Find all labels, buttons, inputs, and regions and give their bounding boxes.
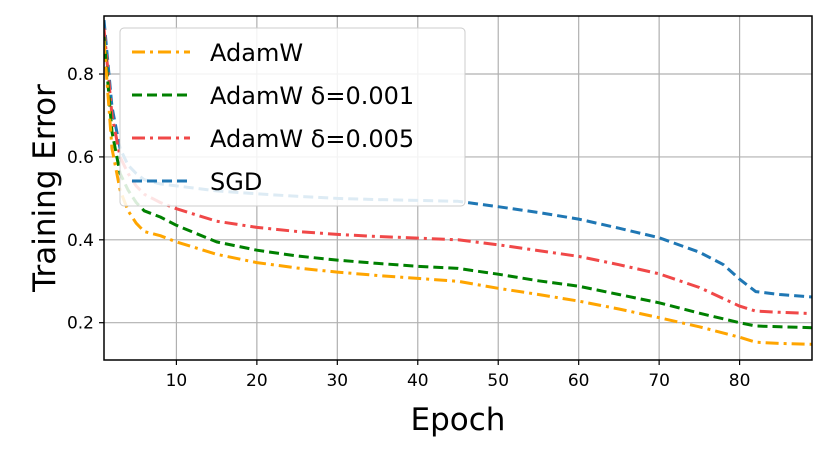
series-line-adamw	[104, 40, 812, 346]
legend-label-adamw-0005: AdamW δ=0.005	[210, 125, 414, 153]
y-tick-label: 0.4	[67, 231, 94, 251]
y-tick-label: 0.6	[67, 148, 94, 168]
x-tick-label: 70	[648, 371, 670, 391]
legend: AdamW AdamW δ=0.001 AdamW δ=0.005 SGD	[119, 27, 466, 207]
x-tick-label: 80	[729, 371, 751, 391]
plot-frame	[103, 15, 813, 361]
legend-label-sgd: SGD	[210, 168, 262, 196]
legend-label-adamw-0001: AdamW δ=0.001	[210, 82, 414, 110]
y-axis-label: Training Error	[27, 84, 63, 293]
legend-entry-adamw: AdamW	[132, 39, 303, 67]
x-axis-label: Epoch	[411, 402, 506, 438]
legend-entry-adamw-0005: AdamW δ=0.005	[132, 125, 414, 153]
y-tick-label: 0.2	[67, 314, 94, 334]
x-tick-label: 60	[568, 371, 590, 391]
legend-entry-adamw-0001: AdamW δ=0.001	[132, 82, 414, 110]
y-tick-label: 0.8	[67, 65, 94, 85]
x-tick-label: 50	[487, 371, 509, 391]
axis-ticks: 10 20 30 40 50 60 70 80 0.2 0.4 0.6 0.8	[67, 65, 750, 391]
legend-entry-sgd: SGD	[132, 168, 262, 196]
x-tick-label: 40	[407, 371, 429, 391]
legend-label-adamw: AdamW	[210, 39, 303, 67]
x-tick-label: 20	[246, 371, 268, 391]
x-tick-label: 30	[326, 371, 348, 391]
legend-box	[119, 27, 466, 207]
x-tick-label: 10	[166, 371, 188, 391]
